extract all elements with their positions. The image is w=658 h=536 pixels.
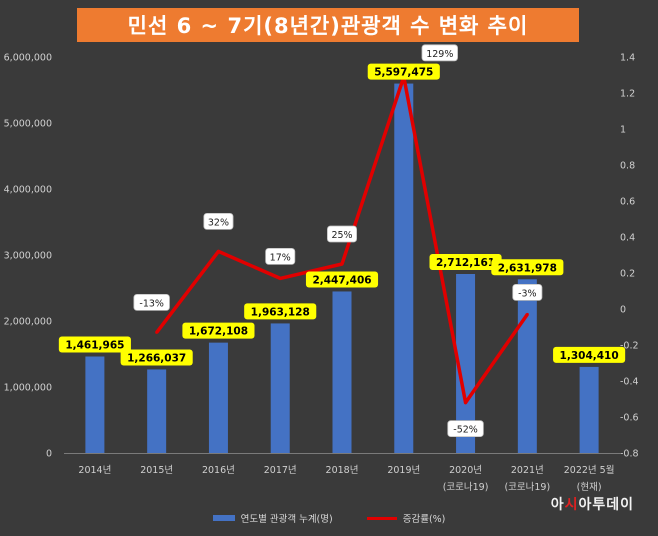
bar-value-label-box bbox=[58, 336, 131, 353]
rate-label: -13% bbox=[139, 298, 164, 309]
bar-value-label: 2,631,978 bbox=[498, 262, 557, 274]
bar bbox=[85, 356, 105, 453]
x-tick-label: (코로나19) bbox=[443, 482, 489, 493]
x-tick-label: 2022년 5월 bbox=[564, 464, 615, 476]
bar-value-label: 1,672,108 bbox=[189, 326, 248, 338]
x-tick-label: 2016년 bbox=[202, 465, 235, 476]
y-right-tick-label: 1.4 bbox=[620, 53, 635, 64]
legend-label-line: 증감률(%) bbox=[402, 514, 446, 525]
rate-label: 129% bbox=[426, 49, 453, 60]
y-left-tick-label: 6,000,000 bbox=[4, 53, 52, 64]
line-point bbox=[340, 262, 344, 266]
chart-title-box: 민선 6 ~ 7기(8년간)관광객 수 변화 추이 bbox=[77, 8, 579, 42]
line-point bbox=[464, 401, 468, 405]
bar bbox=[517, 279, 537, 453]
x-tick-label: 2021년 bbox=[511, 465, 544, 476]
bar-value-label-box bbox=[491, 259, 564, 276]
x-tick-label: 2014년 bbox=[78, 465, 111, 476]
y-right-tick-label: -0.2 bbox=[620, 341, 639, 352]
y-left-tick-label: 4,000,000 bbox=[4, 185, 52, 196]
line-point bbox=[216, 249, 220, 253]
bar-value-label-box bbox=[305, 271, 379, 288]
y-left-tick-label: 5,000,000 bbox=[4, 119, 52, 130]
rate-label-box bbox=[512, 283, 543, 301]
rate-label-box bbox=[133, 293, 170, 311]
bar-value-label-box bbox=[182, 322, 255, 339]
bar-value-label-box bbox=[553, 346, 626, 363]
bar-value-label: 1,266,037 bbox=[127, 352, 186, 364]
y-right-tick-label: -0.6 bbox=[620, 413, 639, 424]
rate-label: -52% bbox=[453, 425, 478, 436]
bar-value-label: 1,461,965 bbox=[65, 340, 124, 352]
line-point bbox=[155, 330, 159, 334]
y-left-tick-label: 0 bbox=[46, 449, 52, 460]
bar bbox=[579, 366, 599, 453]
legend-item-line: 증감률(%) bbox=[366, 511, 446, 525]
rate-label: -3% bbox=[518, 288, 537, 299]
bar bbox=[332, 291, 352, 453]
bar bbox=[270, 323, 290, 453]
rate-label: 25% bbox=[331, 230, 352, 241]
x-tick-label: 2018년 bbox=[326, 465, 359, 476]
bar bbox=[456, 273, 476, 453]
watermark-logo: 아시아투데이 bbox=[550, 497, 634, 513]
bar-value-label-box bbox=[120, 349, 193, 366]
bar-value-label: 5,597,475 bbox=[374, 67, 433, 79]
legend-swatch-bars bbox=[212, 515, 235, 521]
bar-value-label: 1,304,410 bbox=[560, 350, 619, 362]
y-right-tick-label: 1.2 bbox=[620, 89, 635, 100]
rate-label-box bbox=[447, 420, 484, 438]
x-tick-label: 2019년 bbox=[387, 465, 420, 476]
y-left-tick-label: 2,000,000 bbox=[4, 317, 52, 328]
bar bbox=[208, 342, 228, 453]
chart-title: 민선 6 ~ 7기(8년간)관광객 수 변화 추이 bbox=[127, 14, 529, 38]
bar bbox=[394, 83, 414, 453]
bar-value-label: 2,447,406 bbox=[312, 274, 371, 286]
line-point bbox=[525, 312, 529, 316]
x-tick-label: (코로나19) bbox=[504, 482, 550, 493]
rate-label: 17% bbox=[270, 252, 291, 263]
bar-value-label-box bbox=[244, 303, 317, 320]
chart-legend: 연도별 관광객 누계(명) 증감률(%) bbox=[0, 511, 658, 525]
rate-label-box bbox=[421, 44, 458, 62]
rate-label-box bbox=[203, 212, 234, 230]
legend-item-bars: 연도별 관광객 누계(명) bbox=[212, 511, 333, 525]
y-right-tick-label: 0.2 bbox=[620, 269, 635, 280]
x-tick-label: (현재) bbox=[577, 482, 602, 493]
y-right-tick-label: -0.4 bbox=[620, 377, 639, 388]
y-right-tick-label: 1 bbox=[620, 125, 626, 136]
bar-value-label-box bbox=[429, 253, 502, 270]
x-tick-label: 2017년 bbox=[264, 465, 297, 476]
x-tick-label: 2015년 bbox=[140, 465, 173, 476]
y-right-tick-label: 0.4 bbox=[620, 233, 635, 244]
y-left-tick-label: 3,000,000 bbox=[4, 251, 52, 262]
line-point bbox=[278, 276, 282, 280]
rate-label-box bbox=[265, 247, 296, 265]
legend-label-bars: 연도별 관광객 누계(명) bbox=[240, 514, 333, 525]
bar-value-label: 2,712,161 bbox=[436, 257, 495, 269]
bar-value-label-box bbox=[367, 63, 440, 80]
x-tick-label: 2020년 bbox=[449, 465, 482, 476]
bar-value-label: 1,963,128 bbox=[251, 306, 310, 318]
rate-label: 32% bbox=[208, 217, 229, 228]
y-right-tick-label: 0 bbox=[620, 305, 626, 316]
y-right-tick-label: 0.8 bbox=[620, 161, 635, 172]
y-right-tick-label: 0.6 bbox=[620, 197, 635, 208]
y-left-tick-label: 1,000,000 bbox=[4, 383, 52, 394]
legend-swatch-line bbox=[366, 516, 397, 520]
bar bbox=[147, 369, 167, 453]
rate-label-box bbox=[326, 225, 357, 243]
y-right-tick-label: -0.8 bbox=[620, 449, 639, 460]
